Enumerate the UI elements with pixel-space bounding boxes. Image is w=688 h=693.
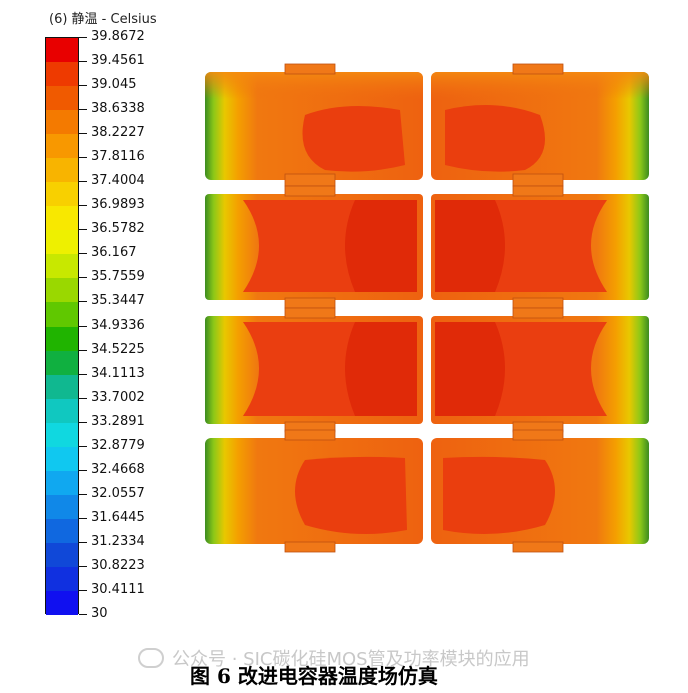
color-band [46,326,78,352]
legend-tick [79,349,87,351]
legend-tick-label: 39.045 [91,77,137,93]
legend-tick [79,517,87,519]
legend-tick [79,109,87,111]
color-band [46,470,78,496]
color-band [46,278,78,303]
legend-tick-label: 37.8116 [91,149,145,165]
legend-tick [79,253,87,255]
legend-tick [79,181,87,183]
color-band [46,86,78,111]
color-band [46,350,78,376]
legend-tick [79,614,87,615]
legend-tick-label: 34.1113 [91,365,145,381]
legend-tick [79,469,87,471]
temperature-field-plot [205,63,649,553]
wechat-icon [138,648,164,668]
legend-tick [79,325,87,327]
legend-tick [79,229,87,231]
legend-tick [79,157,87,159]
color-band [46,302,78,327]
capacitor-row-4 [205,429,649,553]
legend-tick-label: 35.7559 [91,269,145,285]
color-band [46,446,78,472]
legend-tick-label: 38.6338 [91,101,145,117]
legend-tick-label: 35.3447 [91,293,145,309]
legend-tick [79,421,87,423]
legend-tick [79,61,87,63]
legend-tick-label: 33.7002 [91,389,145,405]
legend-tick [79,397,87,399]
legend-tick-label: 34.9336 [91,317,145,333]
color-band [46,182,78,207]
color-band [46,206,78,231]
legend-tick [79,589,87,591]
capacitor-row-2 [205,185,649,309]
color-band [46,230,78,255]
legend-tick-label: 39.4561 [91,53,145,69]
color-band [46,590,78,616]
legend-tick [79,493,87,495]
figure-caption: 图 6 改进电容器温度场仿真 [190,664,438,688]
legend-tick [79,133,87,135]
legend-tick [79,277,87,279]
color-band [46,542,78,568]
legend-tick-label: 31.6445 [91,509,145,525]
color-band [46,422,78,448]
legend-tick-label: 31.2334 [91,533,145,549]
legend-tick [79,85,87,87]
legend-tick-label: 32.0557 [91,485,145,501]
color-band [46,566,78,592]
legend-tick [79,205,87,207]
legend-tick [79,565,87,567]
watermark: 公众号 · SIC碳化硅MOS管及功率模块的应用 [138,645,530,671]
legend-tick-label: 30.8223 [91,557,145,573]
color-band [46,158,78,183]
legend-title: (6) 静温 - Celsius [49,12,157,27]
color-band [46,398,78,424]
legend-tick [79,37,87,38]
color-band [46,518,78,544]
legend-tick [79,445,87,447]
color-band [46,62,78,87]
legend-tick-label: 32.4668 [91,461,145,477]
color-band [46,254,78,279]
legend-tick-label: 30 [91,606,108,621]
legend-tick-label: 36.5782 [91,221,145,237]
legend-tick-label: 36.9893 [91,197,145,213]
color-band [46,494,78,520]
color-band [46,110,78,135]
legend-tick-label: 30.4111 [91,581,145,597]
color-band [46,374,78,400]
legend-tick-label: 34.5225 [91,341,145,357]
watermark-text: 公众号 · SIC碳化硅MOS管及功率模块的应用 [172,649,530,670]
color-band [46,134,78,159]
capacitor-row-3 [205,307,649,433]
legend-tick [79,541,87,543]
legend-tick-label: 38.2227 [91,125,145,141]
legend-tick-label: 36.167 [91,245,137,261]
color-bar [45,37,79,616]
legend-tick-label: 33.2891 [91,413,145,429]
legend-tick-label: 39.8672 [91,29,145,44]
capacitor-row-1 [205,63,649,187]
legend-tick [79,373,87,375]
legend-tick [79,301,87,303]
color-band [46,38,78,63]
legend-tick-label: 37.4004 [91,173,145,189]
legend-tick-label: 32.8779 [91,437,145,453]
